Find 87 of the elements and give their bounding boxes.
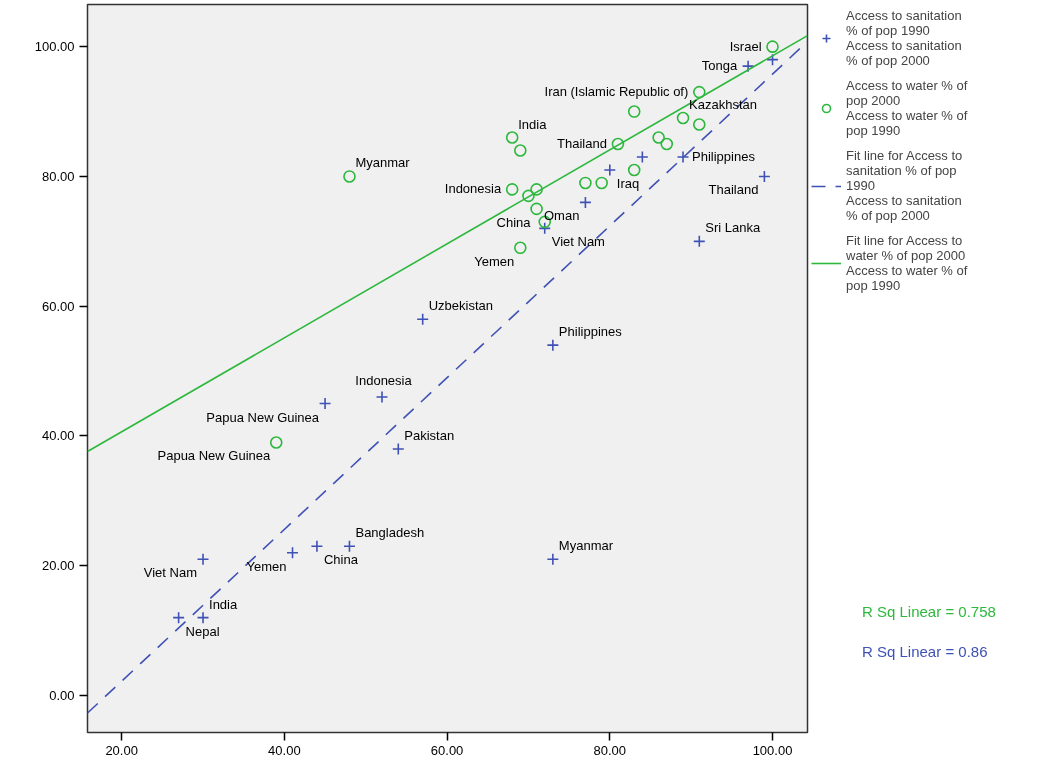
point [546, 552, 560, 566]
point [375, 390, 389, 404]
legend-label: Fit line for Access to sanitation % of pop 1990 Access to sanitation % of pop 2000 [846, 148, 963, 223]
point [505, 183, 519, 196]
point [530, 202, 543, 216]
legend-label: Access to sanitation % of pop 1990 Access to sanitation % of pop 2000 [846, 8, 962, 68]
annotation: Bangladesh [355, 525, 425, 541]
text: R Sq Linear = 0.758 [862, 603, 996, 620]
annotation: Papua New Guinea [206, 409, 320, 425]
point [172, 611, 185, 624]
annotation: Indonesia [444, 181, 502, 197]
annotation: Pakistan [404, 427, 455, 443]
annotation: India [518, 116, 548, 132]
annotation: Philippines [558, 324, 623, 340]
annotation: Thailand [557, 136, 607, 151]
annotation: China [496, 214, 532, 230]
point [676, 150, 690, 164]
annotation: Iraq [616, 175, 640, 191]
point [595, 176, 608, 190]
annotation: Yemen [474, 253, 515, 269]
annotation: Myanmar [355, 155, 411, 171]
point [741, 59, 755, 73]
annotation: Thailand [708, 182, 759, 198]
y-tick-label: 20.00 [41, 558, 75, 574]
point [693, 85, 706, 99]
point [538, 222, 552, 235]
annotation: Philippines [692, 148, 756, 164]
point [579, 196, 592, 209]
annotation: Viet Nam [551, 234, 605, 250]
point [627, 105, 641, 118]
y-tick-label: 60.00 [41, 298, 75, 314]
x-tick-label: 100.00 [752, 742, 793, 758]
point [318, 397, 332, 410]
annotation: Sri Lanka [705, 220, 761, 236]
annotation: Yemen [246, 558, 287, 574]
point [766, 53, 779, 66]
point [196, 552, 210, 566]
legend-label: Access to water % of pop 2000 Access to water % of pop 1990 [846, 78, 968, 138]
x-tick-label: 80.00 [593, 742, 627, 758]
point [269, 436, 283, 449]
y-tick-label: 100.00 [34, 39, 75, 55]
text: R Sq Linear = 0.86 [862, 643, 988, 660]
y-tick-label: 0.00 [49, 688, 75, 704]
point [286, 546, 299, 560]
point [514, 144, 527, 157]
point [416, 312, 429, 326]
annotation: Kazakhstan [689, 97, 757, 113]
point [196, 611, 210, 624]
point [611, 137, 625, 151]
point [391, 442, 405, 456]
point [530, 183, 543, 196]
point [766, 40, 779, 53]
point [627, 163, 641, 177]
y-tick-label: 40.00 [41, 428, 75, 444]
annotation: China [323, 552, 359, 568]
point [693, 235, 706, 248]
annotation: Israel [729, 38, 762, 54]
x-tick-label: 60.00 [430, 742, 464, 758]
annotation: India [209, 596, 238, 612]
annotation: Oman [544, 208, 580, 224]
annotation: Indonesia [355, 373, 413, 389]
point [636, 150, 649, 164]
point [693, 118, 706, 131]
annotation: Nepal [185, 623, 220, 639]
annotation: Viet Nam [143, 565, 198, 581]
annotation: Iran (Islamic Republic of) [544, 84, 689, 100]
y-tick-label: 80.00 [41, 168, 75, 184]
point [343, 539, 356, 553]
point [546, 338, 560, 352]
annotation: Myanmar [558, 538, 614, 554]
legend-label: Fit line for Access to water % of pop 2000 Access to water % of pop 1990 [846, 233, 968, 293]
point [652, 131, 665, 144]
point [514, 241, 527, 255]
point [310, 539, 324, 553]
point [579, 176, 592, 190]
point [758, 170, 771, 183]
point [676, 111, 690, 125]
point [660, 137, 674, 151]
annotation: Papua New Guinea [157, 448, 272, 464]
x-tick-label: 40.00 [268, 742, 301, 758]
point [343, 170, 356, 183]
x-tick-label: 20.00 [105, 742, 138, 758]
point [603, 163, 617, 177]
point [505, 131, 519, 144]
point [522, 189, 535, 203]
annotation: Uzbekistan [428, 298, 493, 314]
annotation: Tonga [701, 58, 738, 74]
